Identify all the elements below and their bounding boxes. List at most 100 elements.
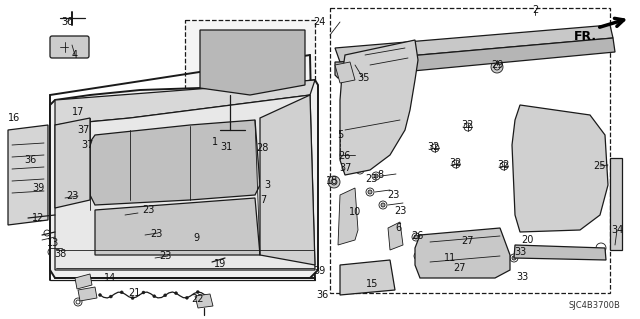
Circle shape [416,254,420,258]
Text: 26: 26 [411,231,423,241]
Text: 10: 10 [349,207,361,217]
Circle shape [381,203,385,207]
Polygon shape [340,40,418,175]
Circle shape [164,294,166,297]
Circle shape [109,295,113,298]
Circle shape [238,123,252,137]
Text: 23: 23 [365,174,377,184]
Circle shape [242,127,248,133]
Text: 31: 31 [220,142,232,152]
Text: 33: 33 [516,272,528,282]
Circle shape [99,293,102,296]
Text: 36: 36 [316,290,328,300]
Text: 20: 20 [521,235,533,245]
FancyBboxPatch shape [198,134,242,180]
Text: SJC4B3700B: SJC4B3700B [568,301,620,310]
Text: 37: 37 [339,163,351,173]
Polygon shape [55,95,315,270]
Circle shape [175,292,177,295]
Polygon shape [512,105,608,232]
Circle shape [491,61,503,73]
Text: 7: 7 [260,195,266,205]
Circle shape [26,186,30,190]
Polygon shape [335,38,615,78]
Circle shape [358,168,362,172]
Polygon shape [88,120,260,205]
Circle shape [328,176,340,188]
Circle shape [186,296,188,299]
Circle shape [120,291,124,294]
Text: 9: 9 [193,233,199,243]
Circle shape [100,218,124,242]
Text: 6: 6 [395,223,401,233]
Polygon shape [514,245,606,260]
Text: 18: 18 [326,176,338,186]
Circle shape [414,235,418,239]
Text: 24: 24 [313,17,325,27]
Bar [330,8,610,293]
Text: 1: 1 [212,137,218,147]
Polygon shape [8,125,48,225]
Text: 8: 8 [377,170,383,180]
Text: 39: 39 [32,183,44,193]
Polygon shape [415,228,510,278]
Polygon shape [388,222,403,250]
Circle shape [344,166,348,170]
Text: 12: 12 [32,213,44,223]
Circle shape [142,291,145,294]
Text: 32: 32 [427,142,439,152]
Text: 32: 32 [497,160,509,170]
Circle shape [236,192,248,204]
Text: 34: 34 [611,225,623,235]
Bar [185,20,315,140]
Circle shape [153,295,156,298]
Text: 32: 32 [462,120,474,130]
Text: 36: 36 [24,155,36,165]
Polygon shape [338,188,358,245]
Text: 19: 19 [214,259,226,269]
Circle shape [459,243,463,247]
Text: 15: 15 [366,279,378,289]
Text: 26: 26 [338,151,350,161]
Polygon shape [335,62,355,83]
Text: 33: 33 [514,247,526,257]
Text: 38: 38 [54,249,66,259]
Text: FR.: FR. [574,30,597,43]
Polygon shape [260,95,315,265]
Text: 23: 23 [159,251,171,261]
Polygon shape [55,80,315,125]
Text: 13: 13 [47,238,59,248]
Polygon shape [55,118,90,208]
Circle shape [80,130,84,134]
Circle shape [28,173,32,177]
Text: 2: 2 [532,5,538,15]
Text: 11: 11 [444,253,456,263]
Text: 39: 39 [313,266,325,276]
Circle shape [498,251,502,255]
FancyBboxPatch shape [138,139,182,181]
Text: 21: 21 [128,288,140,298]
Text: 17: 17 [72,107,84,117]
Text: 30: 30 [61,17,73,27]
Circle shape [196,291,199,293]
Text: 22: 22 [191,294,204,304]
Circle shape [498,266,502,270]
Circle shape [28,158,32,162]
Circle shape [80,116,84,120]
Text: 37: 37 [77,125,89,135]
Text: 23: 23 [142,205,154,215]
Polygon shape [50,80,318,278]
Text: 27: 27 [461,236,473,246]
Text: 35: 35 [357,73,369,83]
Polygon shape [200,30,305,95]
Circle shape [138,233,142,237]
Circle shape [460,265,464,269]
Polygon shape [610,158,622,250]
Text: 23: 23 [387,190,399,200]
Text: 25: 25 [594,161,606,171]
Text: 28: 28 [256,143,268,153]
Circle shape [118,213,122,217]
FancyBboxPatch shape [50,36,89,58]
Polygon shape [75,274,92,289]
FancyBboxPatch shape [98,143,127,182]
